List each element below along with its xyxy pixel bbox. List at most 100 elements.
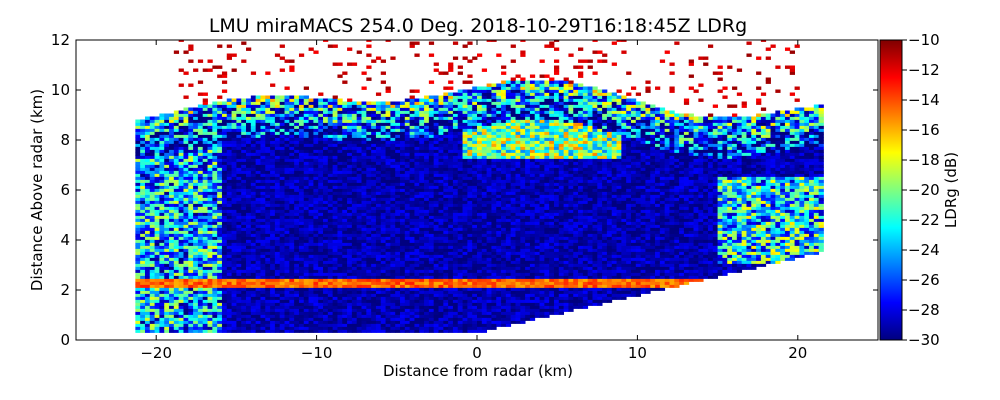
heat-cell bbox=[188, 275, 194, 279]
heat-cell bbox=[327, 128, 334, 132]
heat-cell bbox=[289, 155, 295, 159]
heat-cell bbox=[212, 170, 218, 174]
heat-cell bbox=[332, 158, 338, 162]
heat-cell bbox=[265, 299, 271, 303]
heat-cell bbox=[395, 308, 401, 312]
heat-cell bbox=[308, 161, 314, 165]
heat-cell bbox=[164, 188, 170, 192]
heat-cell bbox=[424, 329, 430, 333]
heat-cell bbox=[140, 206, 146, 210]
heat-cell bbox=[164, 281, 170, 285]
heat-cell bbox=[202, 152, 208, 156]
heat-cell bbox=[294, 110, 300, 114]
heat-cell bbox=[221, 278, 228, 282]
heat-cell bbox=[438, 305, 444, 309]
heat-cell bbox=[164, 164, 170, 168]
heat-cell bbox=[250, 176, 257, 180]
heat-cell bbox=[404, 248, 411, 252]
heat-cell bbox=[279, 302, 285, 306]
heat-cell bbox=[217, 113, 223, 117]
heat-cell bbox=[207, 107, 213, 111]
heat-cell bbox=[169, 311, 175, 315]
heat-cell bbox=[207, 323, 213, 327]
heat-cell bbox=[154, 248, 160, 252]
heat-cell bbox=[178, 131, 184, 135]
heat-cell bbox=[380, 230, 386, 234]
heat-cell bbox=[419, 221, 425, 225]
heat-cell bbox=[207, 218, 213, 222]
heat-cell bbox=[164, 308, 170, 312]
heat-cell bbox=[236, 257, 242, 261]
heat-cell bbox=[400, 131, 406, 135]
heat-cell bbox=[303, 200, 309, 204]
heat-cell bbox=[390, 173, 396, 177]
heat-cell bbox=[424, 209, 430, 213]
heat-cell bbox=[356, 119, 362, 123]
heat-cell bbox=[202, 200, 208, 204]
heat-cell bbox=[318, 317, 324, 321]
heat-cell bbox=[385, 137, 391, 141]
heat-cell bbox=[419, 161, 425, 165]
heat-cell bbox=[207, 320, 213, 324]
heat-cell bbox=[318, 110, 324, 114]
heat-cell bbox=[217, 212, 223, 216]
heat-cell bbox=[260, 281, 266, 285]
heat-cell bbox=[173, 251, 180, 255]
heat-cell bbox=[149, 149, 155, 153]
heat-cell bbox=[183, 173, 189, 177]
heat-cell bbox=[202, 155, 208, 159]
heat-cell bbox=[246, 227, 252, 231]
heat-cell bbox=[366, 251, 372, 255]
heat-cell bbox=[197, 221, 204, 225]
heat-cell bbox=[390, 104, 396, 108]
heat-cell bbox=[250, 296, 257, 300]
heat-cell bbox=[135, 245, 141, 249]
heat-cell bbox=[236, 203, 242, 207]
heat-cell bbox=[337, 299, 343, 303]
heat-cell bbox=[409, 227, 415, 231]
heat-cell bbox=[221, 230, 228, 234]
heat-cell bbox=[327, 284, 334, 288]
heat-cell bbox=[169, 242, 175, 246]
heat-cell bbox=[414, 143, 420, 147]
heat-cell bbox=[400, 134, 406, 138]
heat-cell bbox=[236, 263, 242, 267]
heat-cell bbox=[409, 125, 415, 129]
heat-cell bbox=[135, 179, 141, 183]
heat-cell bbox=[375, 221, 382, 225]
heat-cell bbox=[270, 158, 276, 162]
heat-cell bbox=[404, 245, 411, 249]
heat-cell bbox=[188, 269, 194, 273]
heat-cell bbox=[303, 161, 309, 165]
heat-cell bbox=[265, 251, 271, 255]
heat-cell bbox=[159, 203, 165, 207]
heat-cell bbox=[332, 140, 338, 144]
heat-cell bbox=[294, 305, 300, 309]
heat-cell bbox=[289, 299, 295, 303]
heat-cell bbox=[236, 149, 242, 153]
heat-cell bbox=[380, 101, 386, 105]
heat-cell bbox=[380, 221, 386, 225]
heat-cell bbox=[178, 191, 184, 195]
heat-cell bbox=[236, 125, 242, 129]
heat-cell bbox=[433, 107, 439, 111]
heat-cell bbox=[409, 44, 415, 48]
heat-cell bbox=[270, 233, 276, 237]
heat-cell bbox=[395, 257, 401, 261]
heat-cell bbox=[178, 113, 184, 117]
heat-cell bbox=[298, 317, 305, 321]
heat-cell bbox=[188, 233, 194, 237]
heat-cell bbox=[154, 287, 160, 291]
heat-cell bbox=[318, 260, 324, 264]
heat-cell bbox=[419, 293, 425, 297]
heat-cell bbox=[404, 230, 411, 234]
heat-cell bbox=[428, 143, 435, 147]
heat-cell bbox=[419, 284, 425, 288]
heat-cell bbox=[371, 254, 377, 258]
heat-cell bbox=[217, 140, 223, 144]
heat-cell bbox=[298, 221, 305, 225]
heat-cell bbox=[313, 194, 319, 198]
heat-cell bbox=[144, 215, 151, 219]
heat-cell bbox=[149, 308, 155, 312]
heat-cell bbox=[255, 326, 261, 330]
